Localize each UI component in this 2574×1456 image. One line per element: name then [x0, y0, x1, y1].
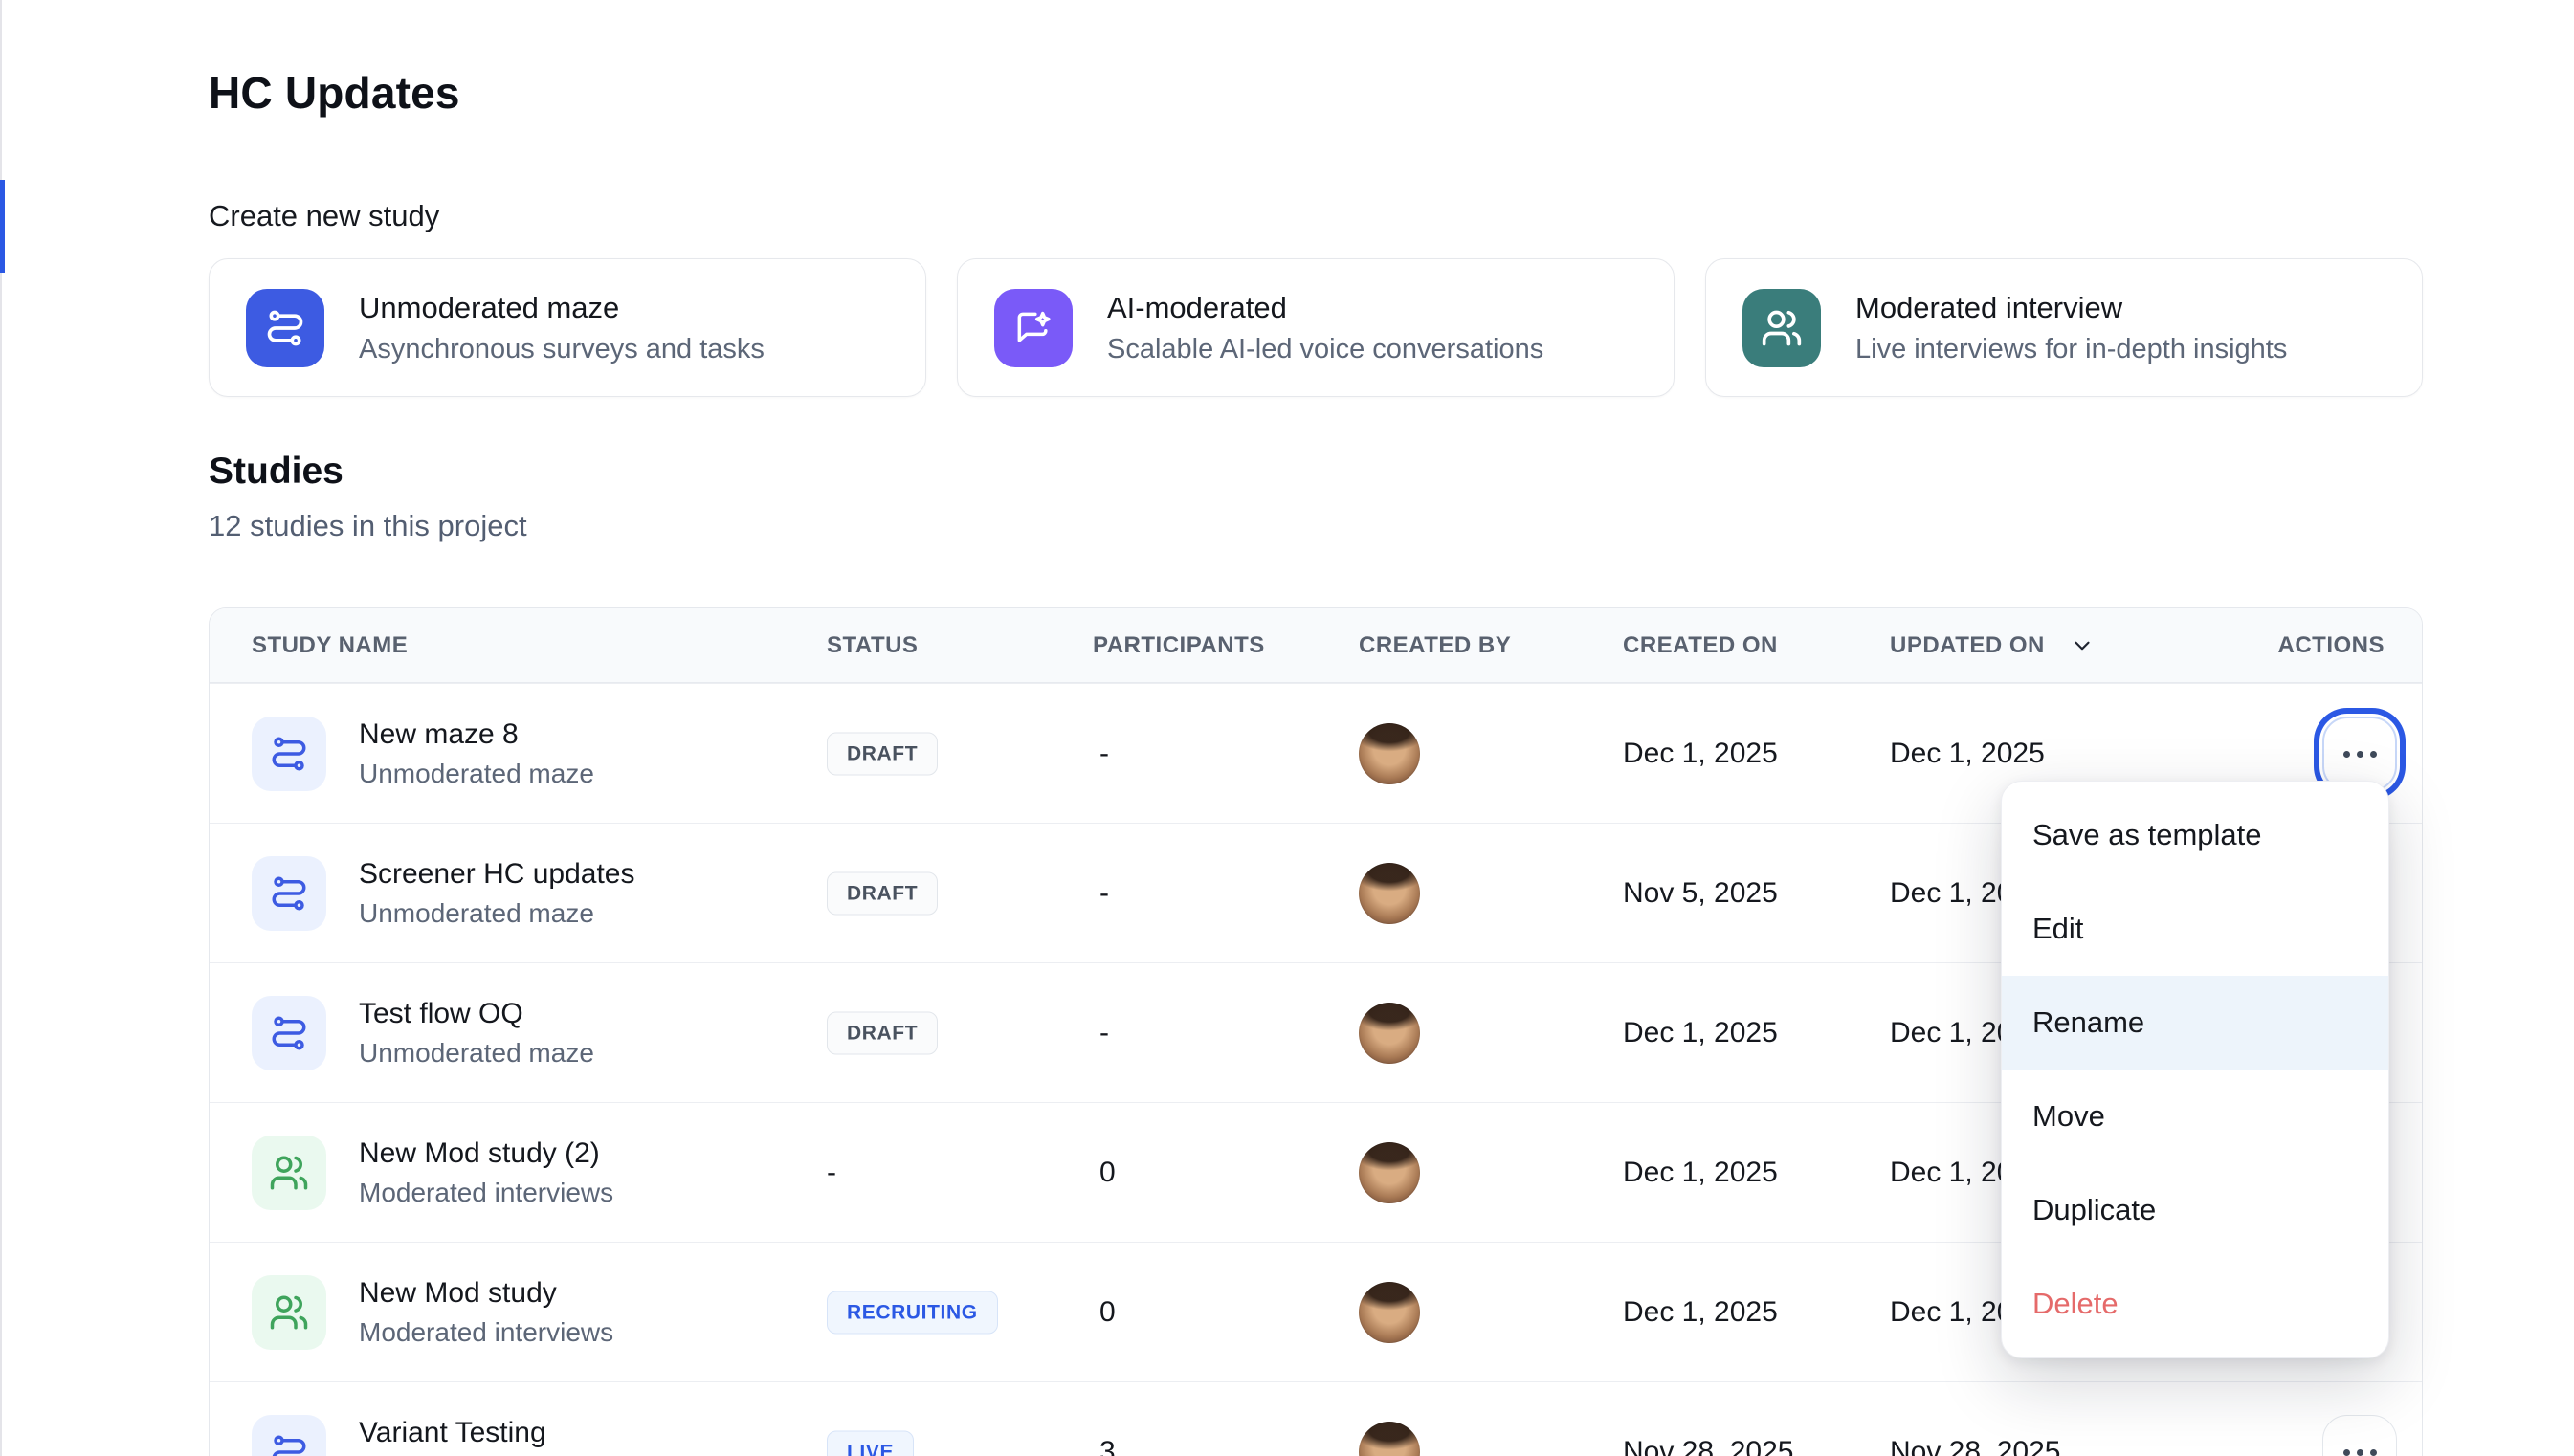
avatar: [1359, 1421, 1420, 1456]
route-icon: [252, 716, 326, 791]
create-study-cards: Unmoderated maze Asynchronous surveys an…: [209, 258, 2423, 397]
updated-on: Dec 1, 2025: [1890, 737, 2045, 769]
col-updated-on-sort[interactable]: UPDATED ON: [1890, 632, 2095, 659]
route-icon: [252, 995, 326, 1070]
study-name: Test flow OQ: [359, 997, 523, 1029]
created-on: Nov 28, 2025: [1623, 1435, 1794, 1456]
created-on: Dec 1, 2025: [1623, 1156, 1778, 1188]
updated-on: Nov 28, 2025: [1890, 1435, 2061, 1456]
participants-value: 0: [1099, 1295, 1116, 1328]
col-actions: ACTIONS: [2277, 631, 2385, 658]
status-badge: DRAFT: [827, 871, 939, 915]
avatar: [1359, 1141, 1420, 1203]
table-row[interactable]: Variant Testing Unmoderated maze LIVE 3 …: [210, 1381, 2422, 1456]
sidebar-edge-divider: [0, 0, 2, 1456]
study-type: Moderated interviews: [359, 1316, 614, 1347]
status-badge: RECRUITING: [827, 1291, 998, 1334]
participants-value: -: [1099, 737, 1109, 769]
menu-item-duplicate[interactable]: Duplicate: [2032, 1193, 2157, 1226]
card-title: Unmoderated maze: [359, 290, 620, 324]
chevron-down-icon: [2070, 633, 2095, 658]
study-type: Unmoderated maze: [359, 897, 594, 928]
col-created-on: CREATED ON: [1623, 631, 1778, 658]
card-unmoderated-maze[interactable]: Unmoderated maze Asynchronous surveys an…: [209, 258, 926, 397]
card-title: Moderated interview: [1855, 290, 2123, 324]
study-name: Variant Testing: [359, 1416, 546, 1448]
created-on: Dec 1, 2025: [1623, 1295, 1778, 1328]
card-ai-moderated[interactable]: AI-moderated Scalable AI-led voice conve…: [957, 258, 1675, 397]
sidebar-active-indicator: [0, 180, 5, 273]
participants-value: -: [1099, 1016, 1109, 1048]
users-icon: [252, 1135, 326, 1210]
status-badge: LIVE: [827, 1430, 915, 1456]
menu-item-edit[interactable]: Edit: [2032, 912, 2084, 945]
study-name: Screener HC updates: [359, 857, 635, 890]
row-actions-context-menu: Save as template Edit Rename Move Duplic…: [2001, 781, 2389, 1358]
create-study-heading: Create new study: [209, 199, 440, 232]
avatar: [1359, 862, 1420, 924]
study-type: Unmoderated maze: [359, 758, 594, 788]
card-subtitle: Scalable AI-led voice conversations: [1107, 333, 1544, 364]
menu-item-delete[interactable]: Delete: [2032, 1287, 2119, 1320]
status-badge: DRAFT: [827, 1011, 939, 1054]
card-title: AI-moderated: [1107, 290, 1287, 324]
avatar: [1359, 1002, 1420, 1064]
chat-sparkle-icon: [994, 288, 1073, 367]
avatar: [1359, 722, 1420, 784]
status-badge: DRAFT: [827, 732, 939, 775]
page-title: HC Updates: [209, 68, 460, 118]
col-status: STATUS: [827, 631, 919, 658]
created-on: Nov 5, 2025: [1623, 876, 1778, 909]
users-icon: [252, 1274, 326, 1350]
study-name: New Mod study: [359, 1276, 557, 1309]
created-on: Dec 1, 2025: [1623, 1016, 1778, 1048]
route-icon: [252, 855, 326, 931]
card-subtitle: Asynchronous surveys and tasks: [359, 333, 765, 364]
created-on: Dec 1, 2025: [1623, 737, 1778, 769]
col-study-name: STUDY NAME: [252, 631, 409, 658]
menu-item-save-as-template[interactable]: Save as template: [2032, 818, 2262, 851]
status-empty: -: [827, 1156, 836, 1188]
card-subtitle: Live interviews for in-depth insights: [1855, 333, 2288, 364]
menu-item-move[interactable]: Move: [2032, 1099, 2105, 1133]
card-moderated-interview[interactable]: Moderated interview Live interviews for …: [1705, 258, 2423, 397]
avatar: [1359, 1281, 1420, 1343]
studies-heading: Studies: [209, 451, 344, 492]
col-participants: PARTICIPANTS: [1093, 631, 1265, 658]
route-icon: [246, 288, 324, 367]
study-name: New maze 8: [359, 717, 519, 750]
study-name: New Mod study (2): [359, 1136, 600, 1169]
study-type: Moderated interviews: [359, 1177, 614, 1207]
participants-value: 3: [1099, 1435, 1116, 1456]
col-created-by: CREATED BY: [1359, 631, 1512, 658]
participants-value: 0: [1099, 1156, 1116, 1188]
studies-count: 12 studies in this project: [209, 509, 527, 542]
col-updated-on: UPDATED ON: [1890, 631, 2045, 658]
row-actions-button[interactable]: [2322, 1415, 2397, 1456]
route-icon: [252, 1414, 326, 1456]
users-icon: [1742, 288, 1821, 367]
table-header: STUDY NAME STATUS PARTICIPANTS CREATED B…: [210, 608, 2422, 683]
participants-value: -: [1099, 876, 1109, 909]
study-type: Unmoderated maze: [359, 1037, 594, 1068]
menu-item-rename[interactable]: Rename: [2002, 976, 2388, 1070]
